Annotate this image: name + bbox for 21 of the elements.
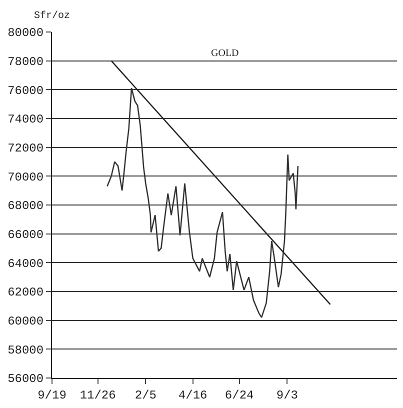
text: GOLD bbox=[211, 48, 239, 59]
y-axis-title: Sfr/oz bbox=[34, 10, 70, 22]
y-tick-label: 70000 bbox=[8, 170, 44, 184]
y-tick-label: 60000 bbox=[8, 314, 44, 329]
y-tick-label: 66000 bbox=[8, 228, 44, 242]
y-tick-label: 72000 bbox=[8, 142, 44, 156]
y-tick-label: 78000 bbox=[8, 55, 44, 70]
x-tick-label: 2/5 bbox=[134, 388, 156, 402]
x-tick-label: 4/16 bbox=[178, 388, 208, 402]
x-tick-label: 9/3 bbox=[276, 388, 298, 402]
x-tick-label: 6/24 bbox=[224, 388, 254, 402]
x-tick-label: 9/19 bbox=[38, 388, 66, 402]
y-tick-label: 80000 bbox=[8, 26, 44, 40]
x-tick-label: 11/26 bbox=[80, 388, 116, 402]
y-tick-label: 76000 bbox=[8, 84, 44, 98]
y-tick-label: 68000 bbox=[8, 199, 44, 214]
y-tick-label: 62000 bbox=[8, 286, 44, 300]
y-tick-label: 56000 bbox=[8, 372, 44, 386]
y-tick-label: 64000 bbox=[8, 256, 44, 271]
y-tick-label: 74000 bbox=[8, 112, 44, 127]
y-tick-label: 58000 bbox=[8, 343, 44, 358]
